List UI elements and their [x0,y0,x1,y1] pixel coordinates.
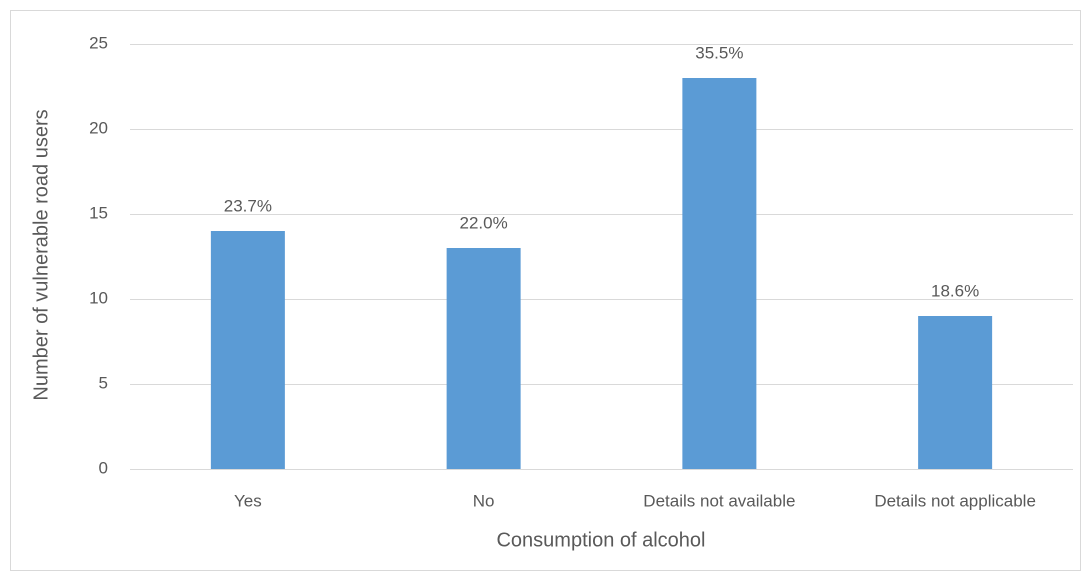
bar [918,316,993,469]
x-tick-label: Yes [234,491,262,510]
x-tick-label: No [473,491,495,510]
x-tick-label: Details not available [643,491,795,510]
y-tick-label: 0 [99,458,108,477]
data-label: 18.6% [931,281,979,300]
y-tick-label: 15 [89,203,108,222]
y-tick-label: 20 [89,118,108,137]
y-axis-title: Number of vulnerable road users [30,109,52,400]
y-tick-label: 25 [89,33,108,52]
x-axis-title: Consumption of alcohol [496,529,705,551]
bar [210,231,285,469]
data-label: 22.0% [460,213,508,232]
y-tick-label: 5 [99,373,108,392]
bar [446,248,521,469]
data-label: 23.7% [224,196,272,215]
x-tick-label: Details not applicable [874,491,1036,510]
y-tick-label: 10 [89,288,108,307]
bar [682,78,757,469]
chart-frame [10,10,1081,571]
data-label: 35.5% [695,43,743,62]
